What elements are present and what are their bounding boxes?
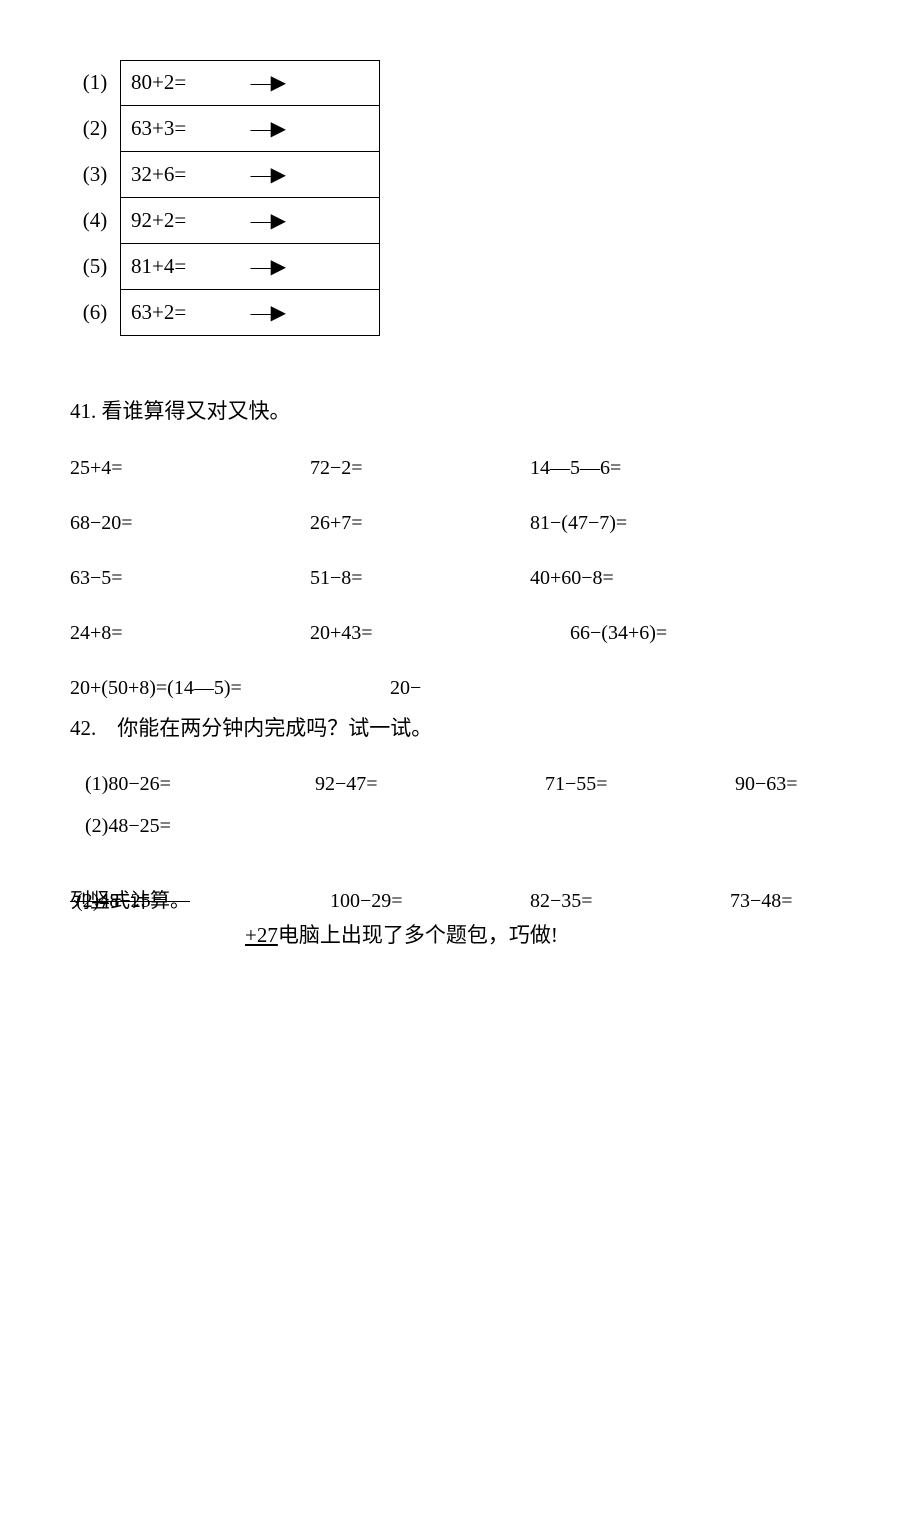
problem-cell: 100−29=: [330, 886, 530, 916]
problem-cell: 92−47=: [315, 769, 545, 799]
row-number: (4): [70, 205, 120, 237]
problem-cell: 72−2=: [310, 453, 530, 483]
strike-text-b: (2)48−25=: [76, 886, 162, 916]
problem-row: 24+8= 20+43= 66−(34+6)=: [70, 618, 850, 648]
underline-prefix: +27: [245, 923, 278, 947]
problem-cell: 26+7=: [310, 508, 530, 538]
grid-row: (6) 63+2= —▶: [70, 290, 850, 336]
grid-row: (5) 81+4= —▶: [70, 244, 850, 290]
question-42: 42. 你能在两分钟内完成吗？试一试。 (1)80−26= 92−47= 71−…: [70, 713, 850, 842]
overlap-left: 列竖式计算。 (2)48−25=: [70, 886, 270, 916]
problem-cell: 14—5—6=: [530, 453, 850, 483]
row-number: (6): [70, 297, 120, 329]
grid-row: (4) 92+2= —▶: [70, 198, 850, 244]
expression-cell: 80+2=: [120, 60, 230, 106]
tail-left: 20+(50+8)=(14—5)=: [70, 673, 390, 703]
arrow-cell: —▶: [230, 290, 290, 336]
problem-cell: 90−63=: [735, 769, 850, 799]
grid-row: (3) 32+6= —▶: [70, 152, 850, 198]
problem-cell: (2)48−25=: [85, 811, 850, 841]
problem-cell: 51−8=: [310, 563, 530, 593]
problem-row: 68−20= 26+7= 81−(47−7)=: [70, 508, 850, 538]
q42-row2: (2)48−25=: [70, 811, 850, 841]
answer-cell: [290, 198, 380, 244]
expression-cell: 81+4=: [120, 244, 230, 290]
answer-cell: [290, 152, 380, 198]
problem-cell: 81−(47−7)=: [530, 508, 850, 538]
problem-row: 25+4= 72−2= 14—5—6=: [70, 453, 850, 483]
problem-cell: 20+43=: [310, 618, 530, 648]
grid-row: (2) 63+3= —▶: [70, 106, 850, 152]
answer-cell: [290, 60, 380, 106]
problem-row: 63−5= 51−8= 40+60−8=: [70, 563, 850, 593]
problem-cell: 68−20=: [70, 508, 310, 538]
tail-right: 20−: [390, 673, 421, 703]
bottom-line2: +27电脑上出现了多个题包，巧做!: [245, 920, 850, 952]
bottom-block: 列竖式计算。 (2)48−25= 100−29= 82−35= 73−48= +…: [70, 886, 850, 952]
q42-row1: (1)80−26= 92−47= 71−55= 90−63=: [70, 769, 850, 799]
problem-cell: 82−35=: [530, 886, 730, 916]
line2-text: 电脑上出现了多个题包，巧做!: [278, 923, 558, 947]
problem-cell: 25+4=: [70, 453, 310, 483]
q41-title: 41. 看谁算得又对又快。: [70, 396, 850, 428]
row-number: (3): [70, 159, 120, 191]
problem-cell: 71−55=: [545, 769, 735, 799]
overlap-line: 列竖式计算。 (2)48−25= 100−29= 82−35= 73−48=: [70, 886, 850, 916]
row-number: (1): [70, 67, 120, 99]
expression-grid: (1) 80+2= —▶ (2) 63+3= —▶ (3) 32+6= —▶ (…: [70, 60, 850, 336]
answer-cell: [290, 106, 380, 152]
arrow-cell: —▶: [230, 244, 290, 290]
arrow-cell: —▶: [230, 106, 290, 152]
problem-cell: 63−5=: [70, 563, 310, 593]
problem-cell: 66−(34+6)=: [530, 618, 850, 648]
grid-row: (1) 80+2= —▶: [70, 60, 850, 106]
expression-cell: 63+2=: [120, 290, 230, 336]
q42-title: 42. 你能在两分钟内完成吗？试一试。: [70, 713, 850, 745]
row-number: (5): [70, 251, 120, 283]
row-number: (2): [70, 113, 120, 145]
problem-cell: 24+8=: [70, 618, 310, 648]
expression-cell: 32+6=: [120, 152, 230, 198]
q41-tail: 20+(50+8)=(14—5)= 20−: [70, 673, 850, 703]
question-41: 41. 看谁算得又对又快。 25+4= 72−2= 14—5—6= 68−20=…: [70, 396, 850, 703]
problem-cell: (1)80−26=: [85, 769, 315, 799]
problem-cell: 73−48=: [730, 886, 850, 916]
arrow-cell: —▶: [230, 60, 290, 106]
answer-cell: [290, 244, 380, 290]
expression-cell: 63+3=: [120, 106, 230, 152]
problem-cell: 40+60−8=: [530, 563, 850, 593]
arrow-cell: —▶: [230, 198, 290, 244]
answer-cell: [290, 290, 380, 336]
arrow-cell: —▶: [230, 152, 290, 198]
expression-cell: 92+2=: [120, 198, 230, 244]
